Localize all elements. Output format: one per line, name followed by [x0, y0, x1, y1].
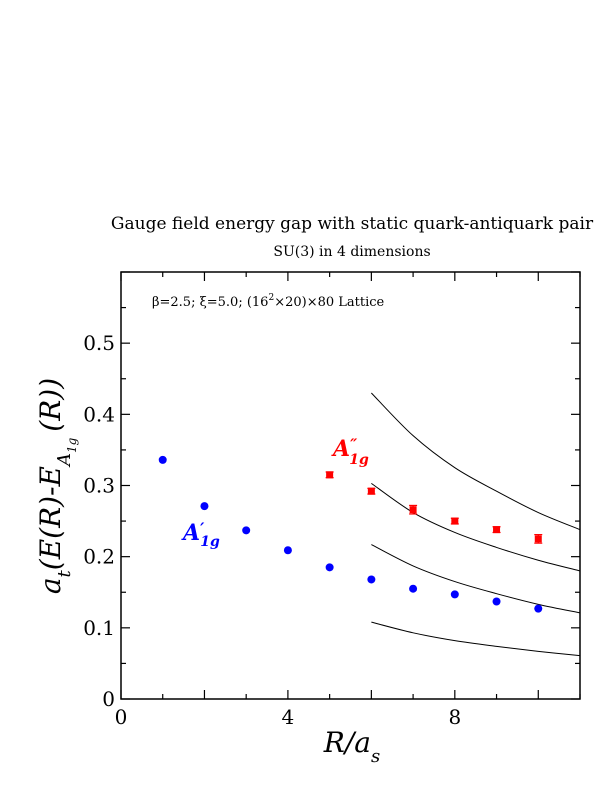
- fit-curve: [371, 482, 581, 572]
- data-point-square: [493, 526, 501, 534]
- x-tick-label: 0: [115, 705, 128, 729]
- data-point-square: [326, 471, 334, 479]
- x-tick-label: 4: [282, 705, 295, 729]
- series-label-red: A″ 1g: [331, 435, 369, 468]
- chart-title: Gauge field energy gap with static quark…: [111, 214, 594, 234]
- y-tick-label: 0: [102, 687, 115, 711]
- y-axis-label: at(E(R)-EA1g(R)): [34, 378, 79, 594]
- data-point-circle: [450, 590, 459, 599]
- data-point-circle: [200, 502, 209, 511]
- data-point-circle: [325, 563, 334, 572]
- data-point-circle: [242, 526, 251, 535]
- x-axis-label: R/as: [323, 726, 380, 767]
- data-point-square: [534, 535, 542, 543]
- y-tick-label: 0.1: [83, 616, 115, 640]
- y-tick-label: 0.4: [83, 402, 115, 426]
- plot-frame: [120, 271, 581, 700]
- data-point-circle: [283, 546, 292, 555]
- data-point-circle: [367, 575, 376, 584]
- data-point-circle: [158, 455, 167, 464]
- y-tick-label: 0.5: [83, 331, 115, 355]
- data-point-square: [409, 506, 417, 514]
- data-point-circle: [492, 597, 501, 606]
- series-label-blue: A′ 1g: [181, 519, 220, 550]
- curves-group: [371, 392, 581, 657]
- lattice-annotation: β=2.5; ξ=5.0; (162×20)×80 Lattice: [152, 293, 385, 310]
- y-tick-label: 0.2: [83, 545, 115, 569]
- data-point-square: [451, 517, 459, 525]
- fit-curve: [371, 544, 581, 614]
- chart-subtitle: SU(3) in 4 dimensions: [273, 244, 430, 260]
- data-point-circle: [409, 584, 418, 593]
- fit-curve: [371, 392, 581, 531]
- fit-curve: [371, 621, 581, 657]
- data-point-circle: [534, 604, 543, 613]
- y-tick-label: 0.3: [83, 474, 115, 498]
- x-tick-label: 8: [448, 705, 461, 729]
- points-group: [158, 455, 543, 613]
- axes: 0 4 8 0 0.1 0.2 0.3 0.4 0.5: [83, 271, 581, 729]
- data-point-square: [367, 487, 375, 495]
